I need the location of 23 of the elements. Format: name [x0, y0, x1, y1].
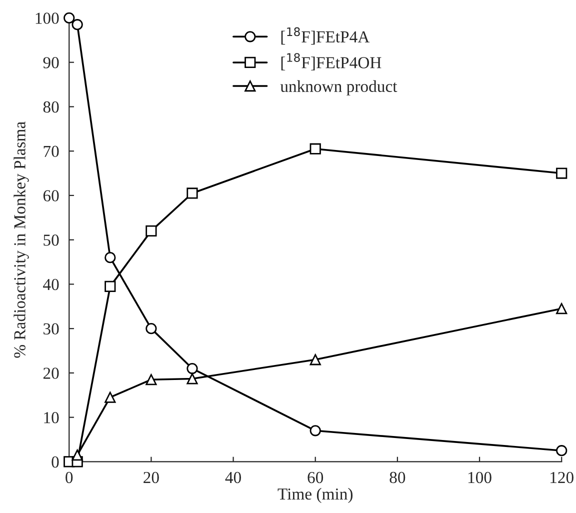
y-axis-title: % Radioactivity in Monkey Plasma: [14, 122, 29, 358]
y-tick-label: 40: [43, 278, 59, 290]
x-tick-label: 120: [550, 472, 574, 484]
legend-label: [$^{18}$F]FEtP4OH: [281, 53, 382, 70]
x-tick-label: 60: [308, 472, 324, 484]
y-tick-label: 10: [44, 412, 59, 424]
y-tick-label: 100: [36, 12, 59, 24]
y-tick-label: 70: [44, 146, 59, 158]
x-tick-label: 40: [225, 472, 241, 484]
x-tick-label: 100: [468, 472, 492, 484]
y-tick-label: 0: [52, 456, 59, 468]
y-tick-label: 20: [43, 368, 59, 379]
y-tick-label: 60: [43, 190, 59, 202]
x-axis-title: Time (min): [278, 488, 353, 504]
legend-label: [$^{18}$F]FEtP4A: [281, 27, 370, 45]
y-tick-label: 90: [43, 57, 59, 68]
y-tick-label: 80: [43, 101, 59, 113]
legend-label: unknown product: [280, 80, 398, 96]
x-tick-label: 80: [390, 472, 406, 484]
x-tick-label: 20: [144, 472, 159, 484]
y-tick-label: 50: [44, 234, 59, 246]
x-tick-label: 0: [66, 472, 73, 484]
y-tick-label: 30: [44, 323, 59, 335]
